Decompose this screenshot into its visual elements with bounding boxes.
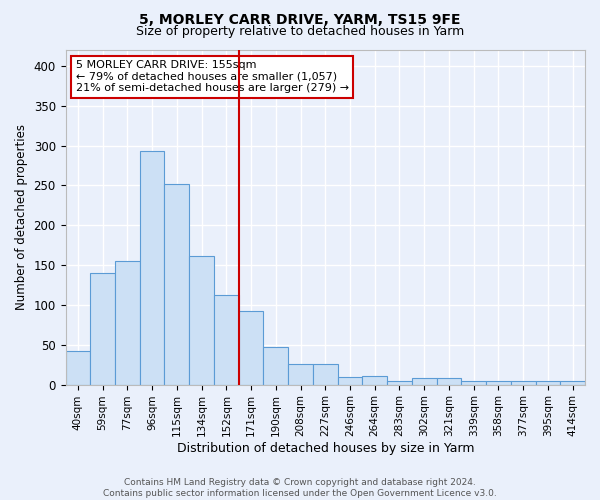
Y-axis label: Number of detached properties: Number of detached properties <box>15 124 28 310</box>
Bar <box>115 261 140 384</box>
Bar <box>412 378 437 384</box>
Bar <box>560 382 585 384</box>
Bar <box>536 382 560 384</box>
Bar <box>189 256 214 384</box>
Text: 5 MORLEY CARR DRIVE: 155sqm
← 79% of detached houses are smaller (1,057)
21% of : 5 MORLEY CARR DRIVE: 155sqm ← 79% of det… <box>76 60 349 93</box>
Bar <box>486 382 511 384</box>
Bar <box>437 378 461 384</box>
Text: 5, MORLEY CARR DRIVE, YARM, TS15 9FE: 5, MORLEY CARR DRIVE, YARM, TS15 9FE <box>139 12 461 26</box>
Bar <box>164 184 189 384</box>
Bar <box>338 378 362 384</box>
Bar <box>214 296 239 384</box>
Bar <box>239 312 263 384</box>
Bar <box>313 364 338 384</box>
Bar <box>140 151 164 384</box>
Bar <box>511 382 536 384</box>
Bar <box>387 380 412 384</box>
Text: Size of property relative to detached houses in Yarm: Size of property relative to detached ho… <box>136 25 464 38</box>
Bar <box>65 351 90 384</box>
Bar <box>288 364 313 384</box>
Bar <box>263 347 288 385</box>
Bar <box>362 376 387 384</box>
Text: Contains HM Land Registry data © Crown copyright and database right 2024.
Contai: Contains HM Land Registry data © Crown c… <box>103 478 497 498</box>
Bar <box>90 273 115 384</box>
X-axis label: Distribution of detached houses by size in Yarm: Distribution of detached houses by size … <box>176 442 474 455</box>
Bar <box>461 382 486 384</box>
